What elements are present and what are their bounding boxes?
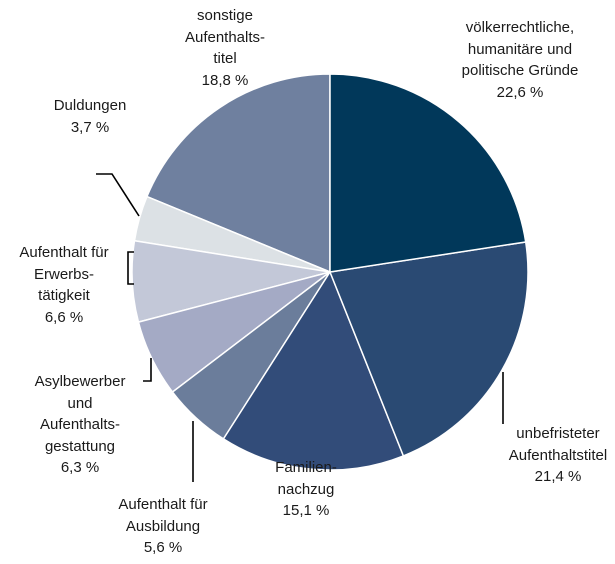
value-label: 15,1 % xyxy=(282,502,330,519)
slice-label: Aufenthalt für Erwerbs- tätigkeit 6,6 % xyxy=(19,242,108,328)
slice-label: Aufenthalt für Ausbildung 5,6 % xyxy=(118,494,207,559)
pie-slice xyxy=(329,73,527,273)
leader-line xyxy=(96,173,140,217)
category-label: unbefristeter Aufenthaltstitel xyxy=(508,425,608,464)
slice-label: sonstige Aufenthalts- titel 18,8 % xyxy=(185,5,265,91)
slice-label: völkerrechtliche, humanitäre und politis… xyxy=(462,17,579,103)
value-label: 6,3 % xyxy=(60,459,100,476)
category-label: Aufenthalt für Erwerbs- tätigkeit xyxy=(19,244,109,304)
value-label: 3,7 % xyxy=(70,118,110,136)
slice-label: Asylbewerber und Aufenthalts- gestattung… xyxy=(35,371,126,479)
value-label: 6,6 % xyxy=(44,308,84,326)
category-label: völkerrechtliche, humanitäre und politis… xyxy=(461,19,579,79)
value-label: 21,4 % xyxy=(534,468,582,485)
slice-label: Duldungen 3,7 % xyxy=(54,95,127,138)
value-label: 5,6 % xyxy=(143,539,183,556)
category-label: Asylbewerber und Aufenthalts- gestattung xyxy=(34,373,126,455)
leader-line xyxy=(127,251,134,285)
value-label: 22,6 % xyxy=(496,83,544,101)
value-label: 18,8 % xyxy=(201,71,249,89)
slice-label: Familien- nachzug 15,1 % xyxy=(275,457,337,522)
leader-line xyxy=(143,358,152,382)
category-label: Familien- nachzug xyxy=(275,459,337,498)
category-label: Duldungen xyxy=(53,97,127,114)
category-label: Aufenthalt für Ausbildung xyxy=(118,496,208,535)
pie-slice xyxy=(145,73,331,274)
category-label: sonstige Aufenthalts- titel xyxy=(184,7,266,67)
pie-slice xyxy=(328,241,529,457)
slice-label: unbefristeter Aufenthaltstitel 21,4 % xyxy=(509,423,607,488)
pie-slice xyxy=(222,270,405,471)
